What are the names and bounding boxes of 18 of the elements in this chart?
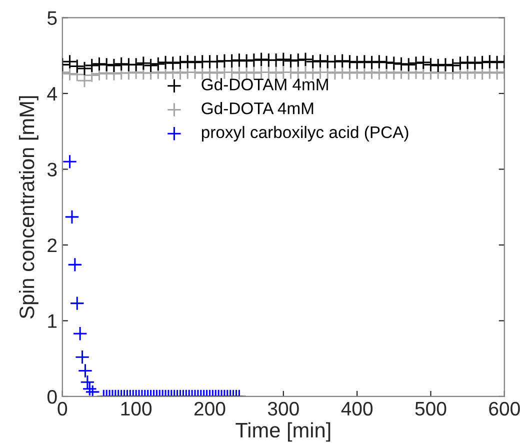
x-axis-title: Time [min]: [236, 422, 330, 442]
x-tick-label: 0: [58, 402, 68, 416]
legend-label: proxyl carboxilyc acid (PCA): [202, 126, 408, 142]
y-axis-title: Spin concentration [mM]: [18, 96, 38, 318]
x-tick-label: 600: [489, 402, 520, 416]
legend-label: Gd-DOTAM 4mM: [202, 78, 328, 90]
legend-label: Gd-DOTA 4mM: [202, 102, 314, 114]
x-tick-label: 100: [121, 402, 152, 416]
x-tick-label: 400: [341, 402, 373, 416]
y-tick-label: 5: [48, 11, 57, 25]
y-tick-label: 0: [47, 390, 57, 404]
y-tick-label: 2: [48, 238, 57, 252]
x-tick-label: 300: [268, 402, 299, 416]
x-tick-label: 500: [415, 402, 446, 416]
y-tick-label: 4: [47, 87, 57, 101]
y-tick-label: 3: [47, 162, 57, 176]
y-tick-label: 1: [48, 314, 57, 328]
x-tick-label: 200: [194, 402, 226, 416]
